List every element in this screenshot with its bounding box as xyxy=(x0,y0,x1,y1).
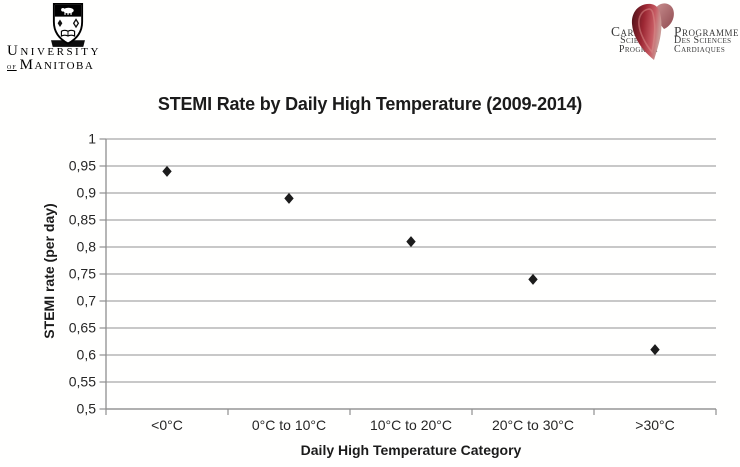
cardiac-sciences-logo: Cardiac Sciences Program xyxy=(580,0,740,80)
y-tick-label: 0,55 xyxy=(69,374,96,390)
data-point-diamond xyxy=(528,273,538,285)
chart-title: STEMI Rate by Daily High Temperature (20… xyxy=(157,94,583,114)
y-tick-label: 0,5 xyxy=(77,401,97,417)
uofm-wordmark: University of Manitoba xyxy=(7,43,123,73)
y-tick-label: 0,8 xyxy=(77,239,97,255)
crest-emblem-right xyxy=(72,18,80,29)
y-tick-label: 0,7 xyxy=(77,293,97,309)
heart-icon xyxy=(631,3,674,60)
heart-highlight xyxy=(638,8,656,54)
x-tick-label: 0°C to 10°C xyxy=(252,417,326,433)
y-tick-label: 0,95 xyxy=(69,158,96,174)
data-point-diamond xyxy=(162,165,172,177)
y-tick-label: 0,85 xyxy=(69,212,96,228)
cardiac-logo-french-text: Programme Des Sciences Cardiaques xyxy=(674,24,740,55)
y-tick-label: 0,65 xyxy=(69,320,96,336)
program-text: Program xyxy=(618,44,658,55)
x-tick-label: 20°C to 30°C xyxy=(492,417,574,433)
x-tick-label: <0°C xyxy=(151,417,183,433)
uofm-logo: University of Manitoba xyxy=(0,0,130,80)
uofm-manitoba-text: Manitoba xyxy=(19,57,95,73)
uofm-of-text: of xyxy=(7,61,17,71)
data-point-diamond xyxy=(650,344,660,356)
x-tick-label: >30°C xyxy=(635,417,674,433)
y-tick-label: 0,6 xyxy=(77,347,97,363)
y-tick-label: 0,9 xyxy=(77,185,97,201)
x-axis-title: Daily High Temperature Category xyxy=(300,442,522,458)
programme-text: Programme xyxy=(674,24,740,39)
data-point-diamond xyxy=(284,192,294,204)
des-sciences-text: Des Sciences xyxy=(674,35,732,46)
x-tick-label: 10°C to 20°C xyxy=(370,417,452,433)
uofm-crest-icon xyxy=(51,3,85,47)
y-tick-label: 0,75 xyxy=(69,266,96,282)
uofm-university-text: University xyxy=(7,43,101,59)
y-tick-label: 1 xyxy=(88,131,96,147)
data-point-diamond xyxy=(406,236,416,248)
crest-bison xyxy=(61,7,74,15)
cardiaques-text: Cardiaques xyxy=(674,44,726,55)
